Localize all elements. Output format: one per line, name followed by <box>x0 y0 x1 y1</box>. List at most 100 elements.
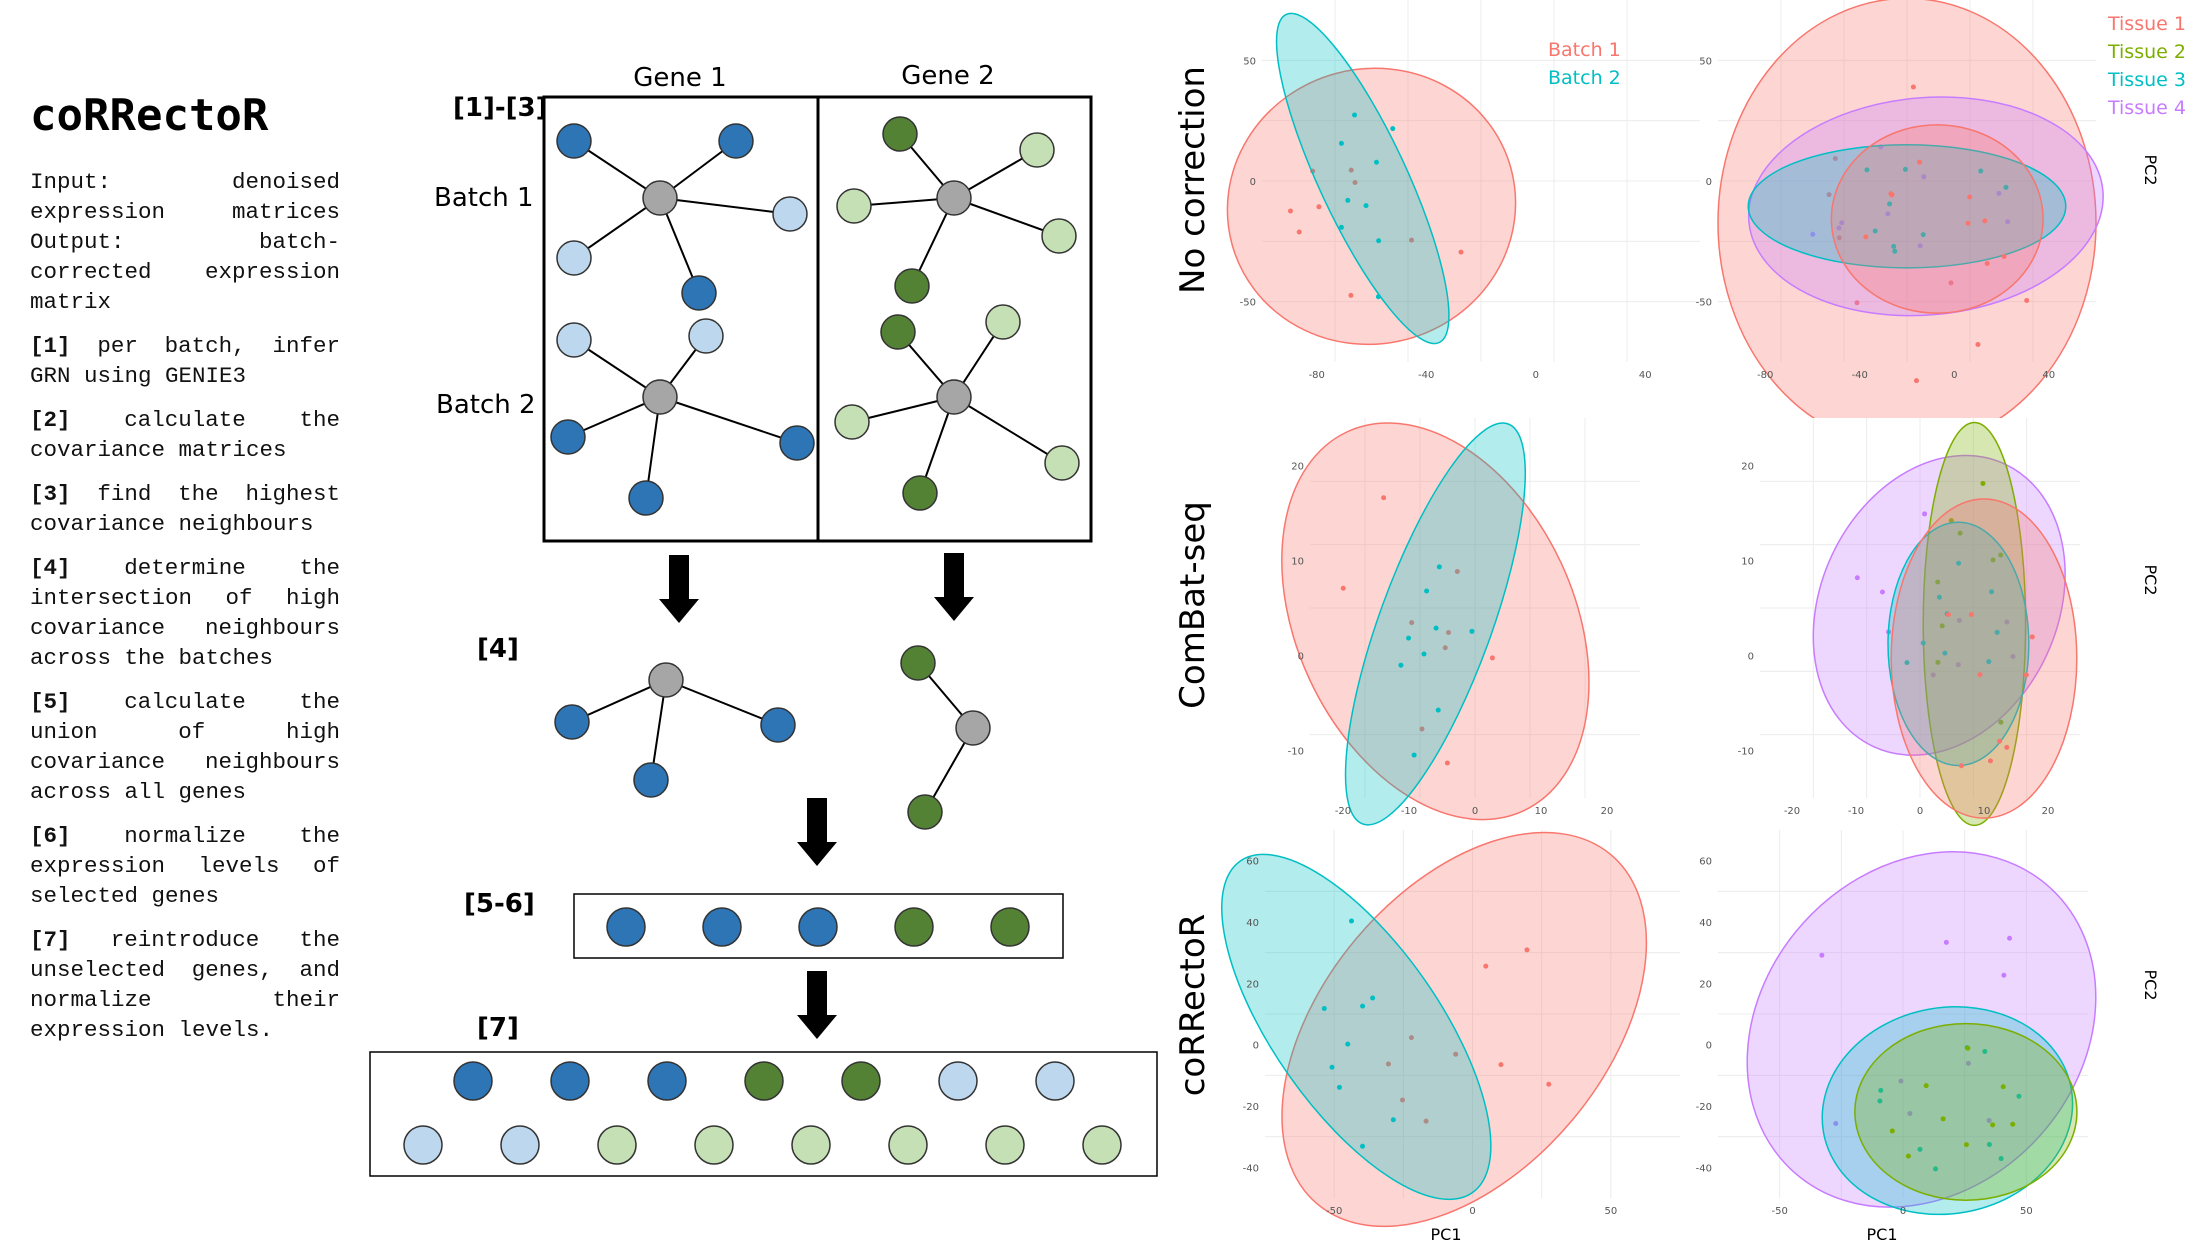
step-text: calculate the union of high covariance n… <box>30 689 340 805</box>
hub-gene-node <box>955 710 991 746</box>
sample-point <box>1854 300 1860 306</box>
x-axis-label-right: PC1 <box>1867 1225 1898 1244</box>
sample-point <box>2023 672 2029 678</box>
sample-point <box>1399 1097 1405 1103</box>
hub-gene-node <box>936 379 972 415</box>
sample-point <box>1892 248 1898 254</box>
x-tick-label: 0 <box>1533 370 1539 381</box>
hub-gene-node <box>642 379 678 415</box>
sample-point <box>1977 672 1983 678</box>
sample-point <box>1920 232 1926 238</box>
x-tick-label: 40 <box>2042 370 2055 381</box>
step-text: find the highest covariance neighbours <box>30 481 340 537</box>
sample-point <box>1913 378 1919 384</box>
y-axis-label-row-2: PC2 <box>2141 565 2160 596</box>
sample-point <box>1406 635 1412 641</box>
y-tick-label: 60 <box>1699 857 1712 868</box>
pca-panel-nc-tissue: -80 -40 0 40 50 0 -50 <box>1696 0 2104 448</box>
flow-arrow <box>797 971 837 1039</box>
sample-point <box>1433 625 1439 631</box>
sample-point <box>1986 1118 1992 1124</box>
sample-point <box>1921 174 1927 180</box>
gene-node <box>791 1125 831 1165</box>
stage-label-7: [7] <box>477 1013 519 1043</box>
gene-node <box>834 404 870 440</box>
sample-point <box>1885 211 1891 217</box>
legend-tissue-4: Tissue 4 <box>2107 97 2186 119</box>
sample-point <box>1338 224 1344 230</box>
gene-node <box>702 907 742 947</box>
sample-point <box>1933 1166 1939 1172</box>
sample-point <box>1546 1081 1552 1087</box>
sample-point <box>1833 1121 1839 1127</box>
cluster-ellipse <box>1890 498 2078 819</box>
sample-point <box>1967 194 1973 200</box>
x-tick-label: -40 <box>1852 370 1868 381</box>
row-label-correctr: coRRectoR <box>1173 914 1213 1097</box>
network-edge <box>953 197 1060 237</box>
sample-point <box>1910 84 1916 90</box>
gene-node <box>403 1125 443 1165</box>
gene-node <box>718 123 754 159</box>
gene-node <box>772 196 808 232</box>
step-text: normalize the expression levels of selec… <box>30 823 340 909</box>
sample-point <box>1878 1087 1884 1093</box>
sample-point <box>1409 237 1415 243</box>
gene-node <box>556 322 592 358</box>
pca-panel-cb-batch: -20 -10 0 10 20 20 10 0 -10 <box>1281 418 1640 826</box>
sample-point <box>1872 228 1878 234</box>
sample-point <box>1997 738 2003 744</box>
sample-point <box>1887 201 1893 207</box>
y-tick-label: 20 <box>1741 462 1754 473</box>
gene-node <box>894 907 934 947</box>
gene-node <box>1019 132 1055 168</box>
cluster-ellipse <box>1344 422 1527 826</box>
sample-point <box>1945 612 1951 618</box>
gene-node <box>694 1125 734 1165</box>
sample-point <box>1889 1128 1895 1134</box>
sample-point <box>1826 192 1832 198</box>
x-tick-label: -80 <box>1309 370 1325 381</box>
sample-point <box>2016 1093 2022 1099</box>
sample-point <box>1469 628 1475 634</box>
step-id: [5] <box>30 689 71 715</box>
flow-arrow <box>797 798 837 866</box>
step-4: [4] determine the intersection of high c… <box>30 553 340 673</box>
sample-point <box>1819 952 1825 958</box>
gene-node <box>633 762 669 798</box>
sample-point <box>1373 159 1379 165</box>
x-tick-label: 10 <box>1978 806 1991 817</box>
sample-point <box>1832 156 1838 162</box>
sample-point <box>1968 611 1974 617</box>
sample-point <box>1922 511 1928 517</box>
gene-node <box>938 1061 978 1101</box>
flow-arrows <box>659 553 974 1039</box>
sample-point <box>1965 1060 1971 1066</box>
sample-point <box>1957 530 1963 536</box>
gene-node <box>760 707 796 743</box>
sample-point <box>1987 758 1993 764</box>
gene-node <box>688 318 724 354</box>
pca-panel-cr-batch: -50 0 50 60 40 20 0 -20 -40 <box>1221 830 1680 1228</box>
cluster-ellipse <box>1747 96 2104 317</box>
sample-point <box>2005 219 2011 225</box>
x-tick-label: -10 <box>1848 806 1864 817</box>
sample-point <box>1390 126 1396 132</box>
sample-point <box>1898 1078 1904 1084</box>
y-tick-label: 0 <box>1298 652 1304 663</box>
sample-point <box>1839 220 1845 226</box>
pca-panel-cr-tissue: -50 0 50 60 40 20 0 -20 -40 <box>1696 830 2097 1217</box>
sample-point <box>1370 995 1376 1001</box>
x-tick-label: 20 <box>2042 806 2055 817</box>
y-tick-label: 50 <box>1243 56 1256 67</box>
y-tick-label: 20 <box>1291 462 1304 473</box>
gene-node <box>779 425 815 461</box>
y-tick-label: -50 <box>1240 298 1256 309</box>
network-edge <box>659 396 798 444</box>
cluster-ellipse <box>1830 124 2044 314</box>
sample-point <box>1902 166 1908 172</box>
sample-point <box>1352 112 1358 118</box>
network-nodes <box>403 116 1122 1165</box>
